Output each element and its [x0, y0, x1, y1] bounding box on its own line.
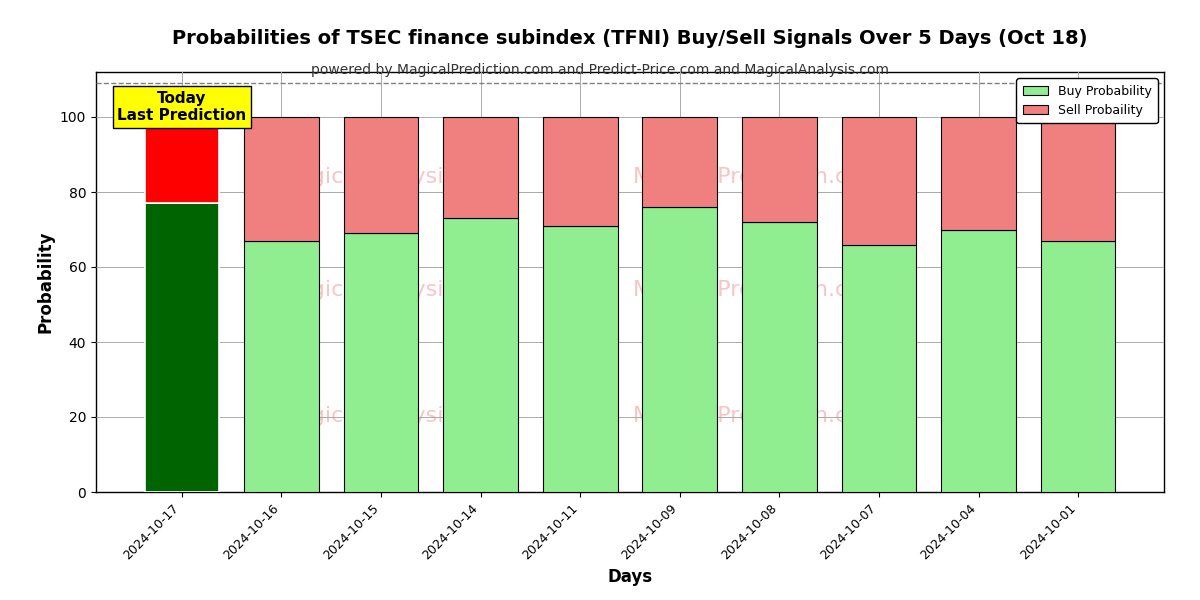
Y-axis label: Probability: Probability	[36, 231, 54, 333]
Bar	[841, 245, 917, 492]
Bar	[244, 117, 319, 241]
Bar	[542, 226, 618, 492]
Bar	[144, 203, 220, 492]
Text: Today
Last Prediction: Today Last Prediction	[118, 91, 246, 123]
Bar	[1040, 117, 1116, 241]
Bar	[941, 229, 1016, 492]
Bar	[642, 117, 718, 207]
Bar	[343, 117, 419, 233]
Text: MagicalAnalysis.com: MagicalAnalysis.com	[280, 406, 511, 427]
X-axis label: Days: Days	[607, 568, 653, 586]
Bar	[542, 117, 618, 226]
Text: MagicalPrediction.com: MagicalPrediction.com	[632, 406, 883, 427]
Bar	[941, 117, 1016, 229]
Bar	[841, 117, 917, 245]
Bar	[1040, 241, 1116, 492]
Text: MagicalPrediction.com: MagicalPrediction.com	[632, 280, 883, 301]
Legend: Buy Probability, Sell Probaility: Buy Probability, Sell Probaility	[1016, 78, 1158, 123]
Title: Probabilities of TSEC finance subindex (TFNI) Buy/Sell Signals Over 5 Days (Oct : Probabilities of TSEC finance subindex (…	[173, 29, 1087, 48]
Text: powered by MagicalPrediction.com and Predict-Price.com and MagicalAnalysis.com: powered by MagicalPrediction.com and Pre…	[311, 63, 889, 77]
Bar	[642, 207, 718, 492]
Bar	[244, 241, 319, 492]
Bar	[742, 222, 817, 492]
Bar	[443, 218, 518, 492]
Text: MagicalAnalysis.com: MagicalAnalysis.com	[280, 167, 511, 187]
Bar	[343, 233, 419, 492]
Bar	[742, 117, 817, 222]
Text: MagicalAnalysis.com: MagicalAnalysis.com	[280, 280, 511, 301]
Text: MagicalPrediction.com: MagicalPrediction.com	[632, 167, 883, 187]
Bar	[443, 117, 518, 218]
Bar	[144, 117, 220, 203]
